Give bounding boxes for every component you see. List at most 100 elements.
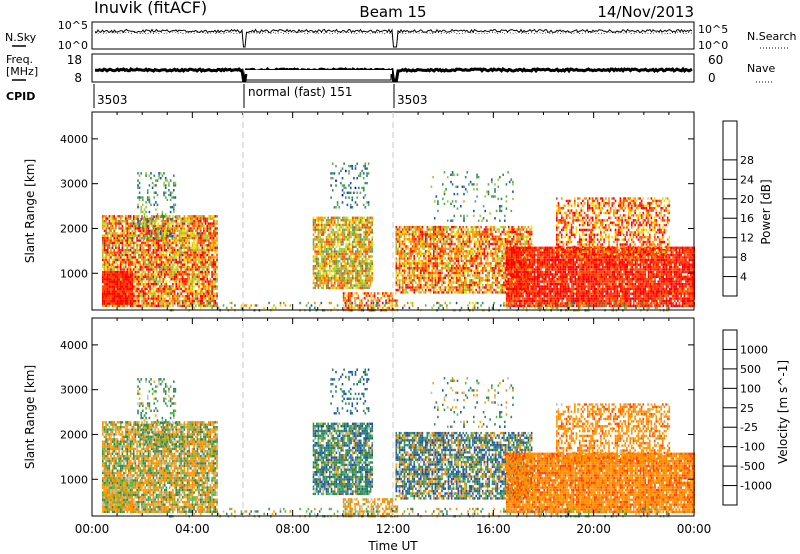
power-cell [106,283,109,286]
power-cell [134,299,137,303]
power-cell [460,259,463,263]
power-cell [351,226,354,229]
power-cell [108,261,111,264]
power-cell [168,280,171,283]
power-cell [103,265,106,269]
power-cell [180,280,182,283]
power-cell [131,287,133,291]
power-cell [413,250,415,253]
power-cell [134,263,137,266]
power-cell [371,219,373,222]
power-cell [195,297,197,300]
power-cell [190,265,192,269]
power-cell [152,249,155,252]
power-cell [437,252,440,255]
power-cell [188,299,190,303]
power-cell [366,181,368,185]
power-cell [141,229,143,232]
power-cell [178,217,181,220]
power-cell [196,258,199,262]
power-cell [136,304,138,307]
power-cell [353,284,356,287]
power-cell [353,269,356,273]
power-cell [183,273,186,276]
power-cell [340,269,343,273]
power-cell [351,198,354,202]
power-cell [146,218,149,221]
power-cell [154,256,156,259]
power-cell [183,215,186,218]
power-cell [351,267,354,270]
power-cell [185,217,187,220]
power-cell [178,304,181,307]
power-cell [141,294,143,298]
power-cell [356,228,359,231]
power-cell [481,252,484,255]
power-cell [170,297,173,300]
power-cell [431,286,433,289]
power-cell [120,232,122,235]
power-cell [386,292,389,295]
power-cell [199,282,202,286]
power-cell [201,278,204,281]
power-cell [344,301,347,305]
power-cell [468,245,471,248]
power-cell [214,241,217,245]
power-cell [439,262,442,265]
power-cell [353,262,356,265]
power-cell [418,257,420,260]
power-cell [441,254,443,258]
power-cell [152,292,155,295]
power-cell [214,292,217,295]
power-cell [333,264,336,268]
power-cell [413,238,415,241]
power-cell [199,251,202,254]
power-cell [343,223,346,227]
power-cell [464,271,466,275]
power-cell [480,279,482,282]
power-cell [418,271,420,275]
power-cell [214,304,217,307]
power-cell [371,231,373,234]
power-cell [388,294,391,297]
power-cell [429,288,432,292]
power-cell [481,233,484,236]
power-cell [350,221,352,224]
power-cell [162,229,164,232]
power-cell [142,222,145,225]
power-cell [121,304,124,307]
power-cell [150,220,153,223]
power-cell [177,299,179,303]
power-cell [144,258,146,262]
power-cell [124,287,127,291]
power-cell [349,297,351,300]
power-cell [358,252,360,256]
power-cell [402,233,404,236]
power-cell [196,224,199,228]
power-cell [103,278,106,281]
power-cell [106,217,109,220]
power-cell [153,196,156,199]
power-cell [141,299,143,303]
power-cell [322,279,325,282]
power-cell [199,270,202,274]
power-cell [173,174,175,177]
power-cell [144,232,146,235]
power-cell [350,235,352,239]
power-cell [129,241,132,245]
power-cell [157,241,160,245]
power-cell [196,290,199,293]
power-cell [106,285,109,288]
power-cell [168,285,171,288]
power-cell [116,287,119,291]
power-cell [460,242,463,246]
power-cell [455,245,458,248]
power-cell [173,278,176,281]
power-cell [198,278,200,281]
power-cell [332,262,334,265]
power-cell [436,235,438,238]
power-cell [329,269,331,273]
power-cell [120,304,122,307]
power-cell [162,241,164,245]
power-cell [103,302,106,305]
